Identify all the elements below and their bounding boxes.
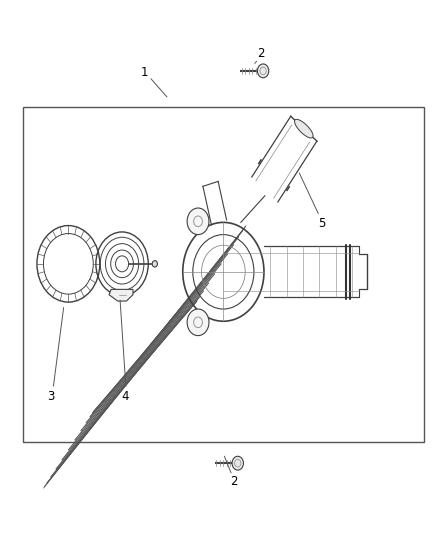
Text: 4: 4 [121,390,129,403]
Circle shape [258,64,269,78]
Circle shape [232,456,244,470]
Text: 2: 2 [230,475,238,488]
Text: 1: 1 [141,66,148,79]
Polygon shape [109,289,133,301]
Ellipse shape [294,119,313,138]
Text: 3: 3 [47,390,55,403]
Text: 2: 2 [257,47,264,60]
Text: 5: 5 [318,217,325,230]
Circle shape [187,208,209,235]
Circle shape [187,309,209,336]
Bar [22,107,424,442]
Circle shape [152,261,157,267]
